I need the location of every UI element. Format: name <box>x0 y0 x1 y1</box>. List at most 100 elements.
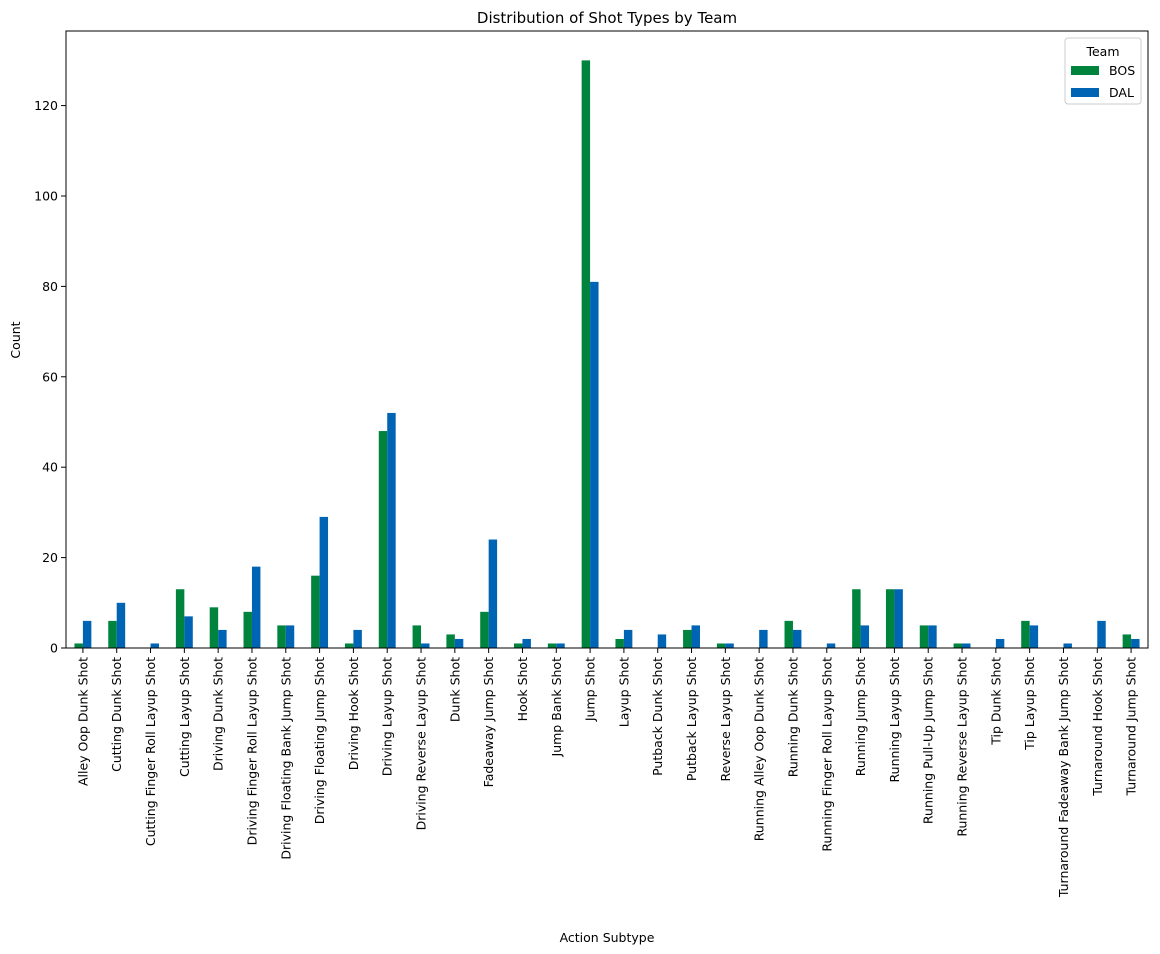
x-tick-label-cutting-dunk-shot: Cutting Dunk Shot <box>109 657 124 772</box>
bar-dal-turnaround-fadeaway-bank-jump-shot <box>1063 643 1072 648</box>
bar-dal-turnaround-jump-shot <box>1131 638 1140 648</box>
legend: Team BOS DAL <box>1064 37 1142 105</box>
bar-dal-jump-bank-shot <box>556 643 565 648</box>
bar-dal-reverse-layup-shot <box>725 643 734 648</box>
bar-bos-running-pull-up-jump-shot <box>919 625 929 648</box>
bar-bos-reverse-layup-shot <box>716 643 726 648</box>
bar-bos-cutting-layup-shot <box>175 589 185 648</box>
plot-area-frame <box>65 30 1149 649</box>
x-tick-label-driving-floating-bank-jump-shot: Driving Floating Bank Jump Shot <box>278 657 293 860</box>
bar-dal-putback-dunk-shot <box>657 634 667 648</box>
x-tick-label-driving-hook-shot: Driving Hook Shot <box>346 657 361 770</box>
y-tick-label: 120 <box>34 98 58 113</box>
x-tick-label-running-reverse-layup-shot: Running Reverse Layup Shot <box>955 657 970 837</box>
bar-dal-running-dunk-shot <box>792 629 802 648</box>
bar-dal-driving-floating-jump-shot <box>319 516 329 648</box>
bar-bos-driving-floating-bank-jump-shot <box>277 625 286 648</box>
legend-label-dal: DAL <box>1109 85 1134 100</box>
x-tick-label-reverse-layup-shot: Reverse Layup Shot <box>718 657 733 782</box>
y-axis-title: Count <box>8 321 23 358</box>
bar-bos-putback-layup-shot <box>683 629 692 648</box>
x-tick-label-driving-finger-roll-layup-shot: Driving Finger Roll Layup Shot <box>244 657 259 845</box>
bar-dal-putback-layup-shot <box>691 625 700 648</box>
x-axis-title: Action Subtype <box>560 930 655 945</box>
bar-bos-driving-dunk-shot <box>209 607 219 648</box>
x-tick-label-running-pull-up-jump-shot: Running Pull-Up Jump Shot <box>921 657 936 824</box>
x-tick-label-running-alley-oop-dunk-shot: Running Alley Oop Dunk Shot <box>752 657 767 841</box>
x-tick-label-turnaround-jump-shot: Turnaround Jump Shot <box>1124 657 1139 797</box>
y-tick-label: 60 <box>42 369 58 384</box>
bar-dal-running-layup-shot <box>894 589 903 648</box>
x-tick-label-tip-dunk-shot: Tip Dunk Shot <box>988 657 1003 746</box>
bar-bos-running-layup-shot <box>885 589 895 648</box>
y-tick-label: 100 <box>34 188 58 203</box>
bar-dal-driving-floating-bank-jump-shot <box>285 625 295 648</box>
y-tick-label: 20 <box>42 550 58 565</box>
x-tick-label-cutting-finger-roll-layup-shot: Cutting Finger Roll Layup Shot <box>143 657 158 846</box>
bar-dal-fadeaway-jump-shot <box>488 539 498 648</box>
x-tick-label-fadeaway-jump-shot: Fadeaway Jump Shot <box>481 657 496 787</box>
x-tick-label-putback-dunk-shot: Putback Dunk Shot <box>650 657 665 776</box>
x-axis-ticks: Alley Oop Dunk Shot Cutting Dunk Shot Cutt… <box>75 648 1139 898</box>
legend-swatch-bos <box>1071 66 1099 75</box>
bar-dal-running-jump-shot <box>860 625 870 648</box>
bar-dal-turnaround-hook-shot <box>1097 620 1106 648</box>
bar-dal-driving-layup-shot <box>387 412 396 648</box>
bar-bos-driving-layup-shot <box>378 431 388 648</box>
x-tick-label-running-dunk-shot: Running Dunk Shot <box>785 657 800 777</box>
bar-dal-jump-shot <box>590 281 599 648</box>
bar-dal-cutting-finger-roll-layup-shot <box>150 643 159 648</box>
bar-dal-running-alley-oop-dunk-shot <box>759 629 768 648</box>
bar-bos-running-dunk-shot <box>784 620 793 648</box>
bar-bos-running-jump-shot <box>852 589 861 648</box>
x-tick-label-driving-reverse-layup-shot: Driving Reverse Layup Shot <box>414 657 429 831</box>
x-tick-label-driving-layup-shot: Driving Layup Shot <box>380 657 395 776</box>
bar-bos-driving-finger-roll-layup-shot <box>243 611 252 648</box>
y-tick-label: 80 <box>42 279 58 294</box>
bar-dal-hook-shot <box>522 638 531 648</box>
bar-bos-alley-oop-dunk-shot <box>74 643 83 648</box>
bar-dal-running-finger-roll-layup-shot <box>826 643 836 648</box>
bar-dal-layup-shot <box>623 629 633 648</box>
x-tick-label-running-layup-shot: Running Layup Shot <box>887 657 902 783</box>
x-tick-label-layup-shot: Layup Shot <box>616 657 631 727</box>
legend-box <box>1064 37 1142 105</box>
bar-dal-driving-hook-shot <box>353 629 362 648</box>
bar-bos-driving-reverse-layup-shot <box>412 625 422 648</box>
bar-bos-jump-shot <box>581 60 591 648</box>
x-tick-label-driving-dunk-shot: Driving Dunk Shot <box>211 657 226 771</box>
bar-bos-turnaround-jump-shot <box>1122 634 1132 648</box>
bar-bos-jump-bank-shot <box>547 643 557 648</box>
y-axis-ticks: 0 20 40 60 80 100 120 <box>34 98 66 656</box>
legend-title: Team <box>1085 44 1119 59</box>
legend-swatch-dal <box>1071 88 1099 97</box>
bar-dal-cutting-dunk-shot <box>116 602 126 648</box>
x-tick-label-jump-bank-shot: Jump Bank Shot <box>549 657 564 758</box>
bars <box>74 60 1140 648</box>
bar-dal-driving-reverse-layup-shot <box>421 643 430 648</box>
x-tick-label-cutting-layup-shot: Cutting Layup Shot <box>177 657 192 777</box>
bar-bos-cutting-dunk-shot <box>108 620 117 648</box>
bar-bos-fadeaway-jump-shot <box>480 611 489 648</box>
x-tick-label-dunk-shot: Dunk Shot <box>447 657 462 722</box>
bar-bos-driving-hook-shot <box>344 643 354 648</box>
x-tick-label-hook-shot: Hook Shot <box>515 657 530 721</box>
bar-dal-running-reverse-layup-shot <box>962 643 971 648</box>
bar-dal-alley-oop-dunk-shot <box>82 620 92 648</box>
y-tick-label: 0 <box>50 641 58 656</box>
x-tick-label-running-jump-shot: Running Jump Shot <box>853 657 868 776</box>
x-tick-label-tip-layup-shot: Tip Layup Shot <box>1022 657 1037 751</box>
x-tick-label-alley-oop-dunk-shot: Alley Oop Dunk Shot <box>75 657 90 786</box>
bar-dal-cutting-layup-shot <box>184 616 193 648</box>
bar-bos-driving-floating-jump-shot <box>311 575 320 648</box>
x-tick-label-turnaround-hook-shot: Turnaround Hook Shot <box>1090 657 1105 797</box>
bar-bos-tip-layup-shot <box>1021 620 1030 648</box>
y-tick-label: 40 <box>42 460 58 475</box>
x-tick-label-turnaround-fadeaway-bank-jump-shot: Turnaround Fadeaway Bank Jump Shot <box>1056 657 1071 898</box>
bar-dal-tip-layup-shot <box>1029 625 1039 648</box>
chart-title: Distribution of Shot Types by Team <box>477 9 737 27</box>
legend-label-bos: BOS <box>1109 63 1135 78</box>
bar-bos-hook-shot <box>514 643 523 648</box>
bar-bos-dunk-shot <box>446 634 455 648</box>
